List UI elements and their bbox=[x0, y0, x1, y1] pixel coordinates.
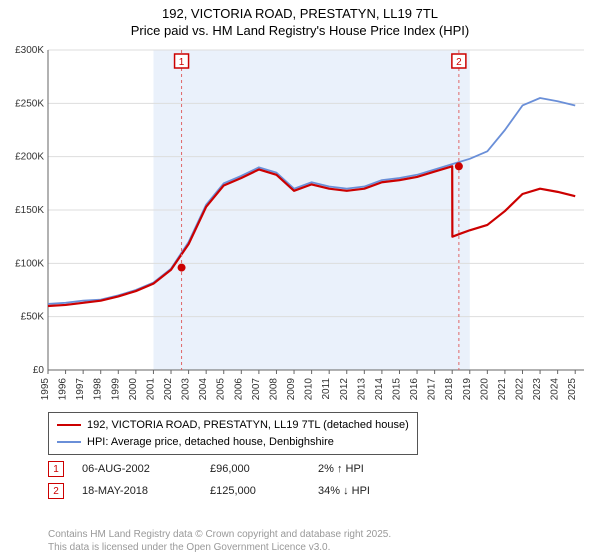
svg-text:2010: 2010 bbox=[304, 378, 315, 401]
svg-text:2001: 2001 bbox=[145, 378, 156, 401]
svg-text:2021: 2021 bbox=[497, 378, 508, 401]
chart-area: £0 £50K £100K £150K £200K £250K £300K 1995 1996 1… bbox=[10, 44, 590, 404]
svg-text:£250K: £250K bbox=[15, 98, 44, 109]
svg-text:2017: 2017 bbox=[427, 378, 438, 401]
title-line2: Price paid vs. HM Land Registry's House … bbox=[0, 23, 600, 40]
svg-text:2003: 2003 bbox=[181, 378, 192, 401]
event-table: 1 06-AUG-2002 £96,000 2% ↑ HPI 2 18-MAY-2018 £… bbox=[48, 460, 428, 504]
svg-text:2: 2 bbox=[456, 57, 462, 68]
svg-text:2012: 2012 bbox=[339, 378, 350, 401]
svg-text:1998: 1998 bbox=[93, 378, 104, 401]
svg-text:2013: 2013 bbox=[356, 378, 367, 401]
svg-text:2023: 2023 bbox=[532, 378, 543, 401]
event-badge: 1 bbox=[48, 461, 64, 477]
event-date: 06-AUG-2002 bbox=[82, 463, 192, 475]
event-row: 2 18-MAY-2018 £125,000 34% ↓ HPI bbox=[48, 482, 428, 500]
svg-text:£300K: £300K bbox=[15, 45, 44, 56]
footer-line2: This data is licensed under the Open Gov… bbox=[48, 541, 391, 554]
legend-item: 192, VICTORIA ROAD, PRESTATYN, LL19 7TL … bbox=[57, 417, 409, 434]
svg-text:2022: 2022 bbox=[514, 378, 525, 401]
event-price: £125,000 bbox=[210, 485, 300, 497]
svg-text:2008: 2008 bbox=[268, 378, 279, 401]
svg-text:2009: 2009 bbox=[286, 378, 297, 401]
svg-text:1: 1 bbox=[179, 57, 185, 68]
legend-label: HPI: Average price, detached house, Denb… bbox=[87, 434, 334, 451]
svg-text:1996: 1996 bbox=[58, 378, 69, 401]
svg-text:2004: 2004 bbox=[198, 378, 209, 401]
svg-text:2007: 2007 bbox=[251, 378, 262, 401]
legend-swatch bbox=[57, 424, 81, 426]
title-line1: 192, VICTORIA ROAD, PRESTATYN, LL19 7TL bbox=[0, 6, 600, 23]
event-date: 18-MAY-2018 bbox=[82, 485, 192, 497]
footer-line1: Contains HM Land Registry data © Crown c… bbox=[48, 528, 391, 541]
event-pct: 2% ↑ HPI bbox=[318, 463, 428, 475]
event-price: £96,000 bbox=[210, 463, 300, 475]
footer-attribution: Contains HM Land Registry data © Crown c… bbox=[48, 528, 391, 554]
svg-text:1997: 1997 bbox=[75, 378, 86, 401]
event-badge: 2 bbox=[48, 483, 64, 499]
svg-text:2014: 2014 bbox=[374, 378, 385, 401]
svg-text:£200K: £200K bbox=[15, 152, 44, 163]
legend-label: 192, VICTORIA ROAD, PRESTATYN, LL19 7TL … bbox=[87, 417, 409, 434]
svg-text:£100K: £100K bbox=[15, 258, 44, 269]
svg-text:2020: 2020 bbox=[479, 378, 490, 401]
svg-text:2005: 2005 bbox=[216, 378, 227, 401]
svg-text:2006: 2006 bbox=[233, 378, 244, 401]
svg-text:£150K: £150K bbox=[15, 205, 44, 216]
svg-text:1995: 1995 bbox=[40, 378, 51, 401]
svg-text:2016: 2016 bbox=[409, 378, 420, 401]
event-row: 1 06-AUG-2002 £96,000 2% ↑ HPI bbox=[48, 460, 428, 478]
event-pct: 34% ↓ HPI bbox=[318, 485, 428, 497]
chart-title: 192, VICTORIA ROAD, PRESTATYN, LL19 7TL … bbox=[0, 0, 600, 40]
legend-item: HPI: Average price, detached house, Denb… bbox=[57, 434, 409, 451]
legend: 192, VICTORIA ROAD, PRESTATYN, LL19 7TL … bbox=[48, 412, 418, 455]
line-chart: £0 £50K £100K £150K £200K £250K £300K 1995 1996 1… bbox=[10, 44, 590, 404]
svg-text:2000: 2000 bbox=[128, 378, 139, 401]
svg-text:1999: 1999 bbox=[110, 378, 121, 401]
svg-text:2024: 2024 bbox=[550, 378, 561, 401]
svg-text:2019: 2019 bbox=[462, 378, 473, 401]
legend-swatch bbox=[57, 441, 81, 443]
svg-text:2025: 2025 bbox=[567, 378, 578, 401]
svg-text:£0: £0 bbox=[33, 365, 45, 376]
svg-text:2015: 2015 bbox=[391, 378, 402, 401]
svg-text:2011: 2011 bbox=[321, 378, 332, 400]
svg-text:2002: 2002 bbox=[163, 378, 174, 401]
svg-text:2018: 2018 bbox=[444, 378, 455, 401]
svg-text:£50K: £50K bbox=[21, 312, 45, 323]
